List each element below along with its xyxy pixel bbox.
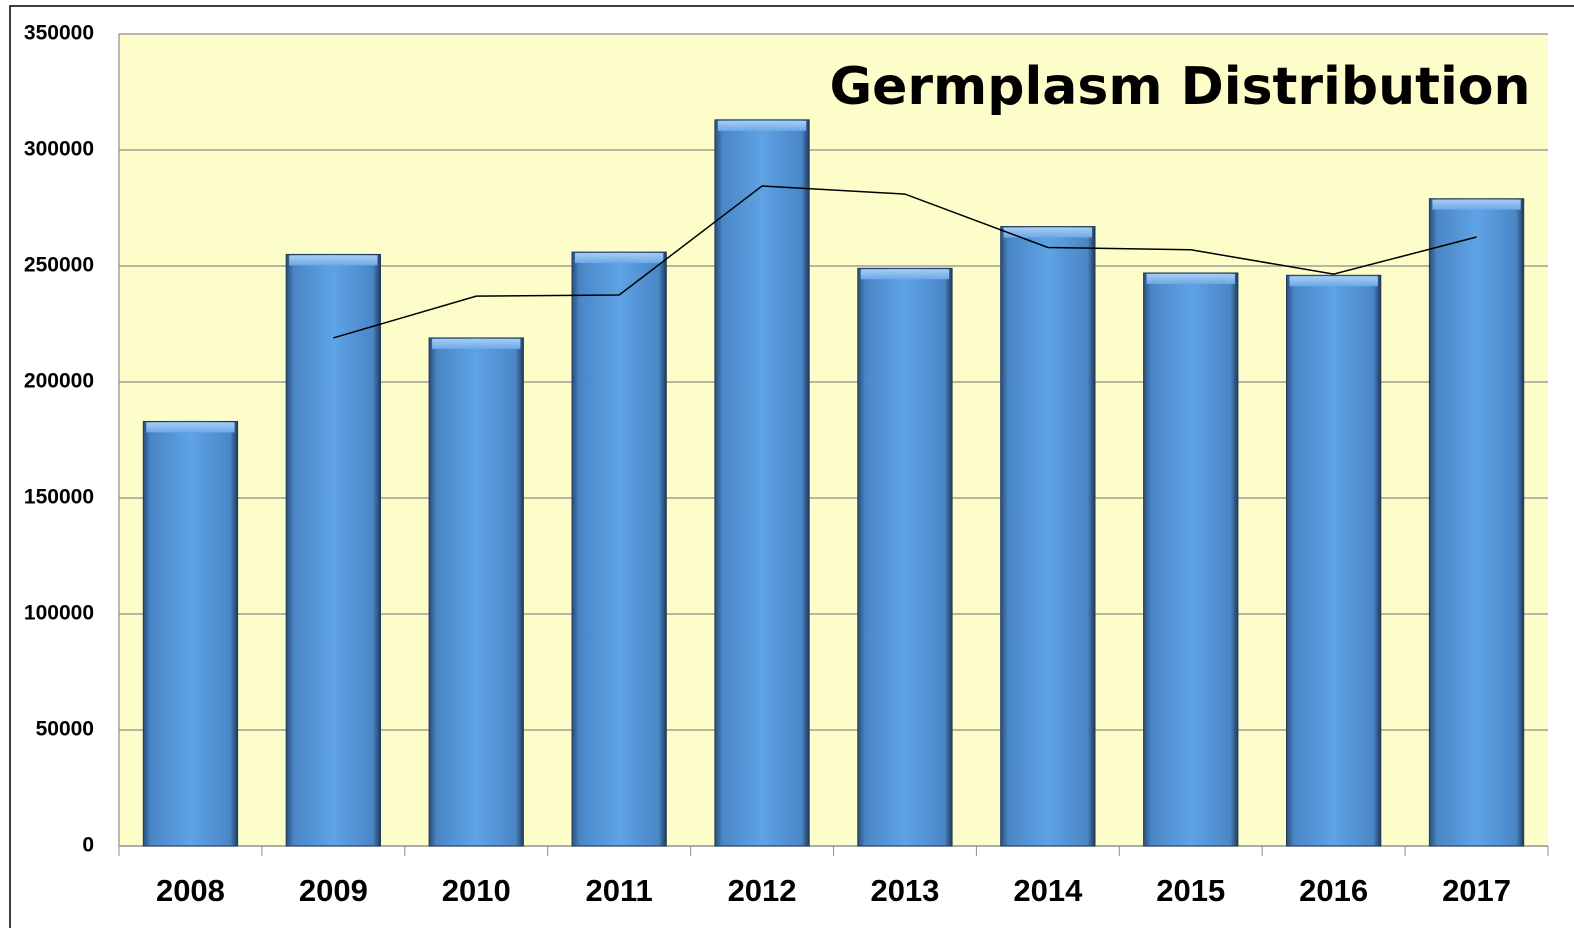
bar — [142, 420, 239, 847]
y-tick-label: 350000 — [24, 22, 94, 45]
bar — [1143, 272, 1239, 847]
trend-line — [333, 185, 1477, 339]
bar-cap — [1003, 227, 1093, 238]
bar — [285, 253, 382, 847]
y-tick-label: 0 — [82, 834, 94, 857]
x-tick-label: 2008 — [156, 873, 225, 908]
bar-cap — [1146, 273, 1235, 284]
y-tick-label: 300000 — [24, 138, 94, 161]
chart-title: Germplasm Distribution — [829, 57, 1530, 117]
bar-cap — [574, 253, 664, 264]
bar-cap — [717, 120, 807, 131]
y-tick-label: 150000 — [24, 486, 94, 509]
x-tick-label: 2017 — [1442, 873, 1511, 908]
bar-cap — [860, 269, 950, 280]
bar — [571, 251, 667, 847]
bar-cap — [289, 255, 378, 266]
bar-cap — [432, 338, 521, 349]
bar — [1285, 274, 1382, 847]
bar-cap — [1289, 276, 1378, 287]
x-tick-label: 2015 — [1156, 873, 1225, 908]
x-tick-label: 2011 — [586, 873, 653, 908]
bar-cap — [146, 422, 235, 433]
y-tick-label: 100000 — [24, 602, 94, 625]
x-tick-label: 2012 — [728, 873, 797, 908]
x-tick-label: 2009 — [299, 873, 368, 908]
bar — [1000, 226, 1096, 847]
x-tick-label: 2016 — [1299, 873, 1368, 908]
x-tick-label: 2010 — [442, 873, 511, 908]
x-tick-label: 2014 — [1013, 873, 1083, 908]
y-tick-label: 250000 — [24, 254, 94, 277]
y-tick-label: 50000 — [36, 718, 94, 741]
bar-cap — [1432, 199, 1521, 210]
x-tick-label: 2013 — [870, 873, 939, 908]
bar — [857, 267, 953, 847]
chart-border — [9, 5, 1574, 928]
y-tick-label: 200000 — [24, 370, 94, 393]
bar — [1428, 198, 1525, 847]
bar — [714, 119, 810, 847]
bar — [428, 337, 524, 847]
